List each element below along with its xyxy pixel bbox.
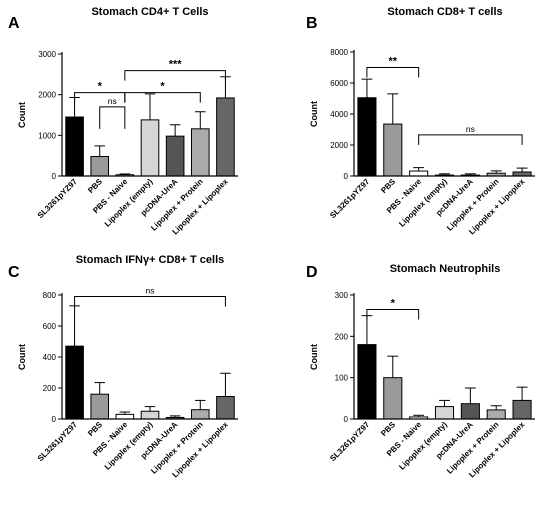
bar-1: [65, 116, 84, 177]
bar-3: [115, 413, 135, 420]
y-axis-label: Count: [309, 101, 319, 127]
y-tick-label: 0: [52, 172, 57, 181]
significance-label: ns: [466, 124, 475, 134]
significance-bracket: [418, 134, 523, 145]
significance-bracket: [124, 70, 226, 81]
y-tick-label: 0: [344, 172, 349, 181]
y-tick-label: 200: [335, 332, 349, 341]
bar-6: [486, 409, 506, 420]
y-tick-label: 1000: [38, 131, 56, 140]
bar-1: [357, 344, 377, 420]
bar-4: [434, 406, 455, 420]
x-category-label: PBS: [86, 420, 104, 438]
bar-7: [216, 97, 235, 177]
y-tick-label: 2000: [38, 91, 56, 100]
y-tick-label: 600: [43, 322, 57, 331]
x-category-label: SL3261pYZ97: [328, 420, 372, 464]
bar-6: [190, 409, 210, 420]
chart-panel-b: B Stomach CD8+ T cells 0 2000 4000 6000 8000 Co…: [306, 6, 535, 236]
bar-2: [90, 155, 110, 177]
y-tick-label: 8000: [330, 48, 348, 57]
bar-7: [216, 396, 235, 420]
significance-label: **: [389, 56, 398, 68]
bar-3: [409, 170, 429, 177]
significance-bracket: [99, 106, 126, 129]
bar-1: [65, 345, 84, 420]
y-tick-label: 4000: [330, 110, 348, 119]
x-category-label: SL3261pYZ97: [36, 177, 80, 221]
y-tick-label: 0: [52, 415, 57, 424]
bar-6: [190, 128, 210, 177]
y-tick-label: 3000: [38, 50, 56, 59]
y-tick-label: 6000: [330, 79, 348, 88]
significance-label: *: [391, 297, 396, 309]
bar-4: [140, 410, 160, 420]
panel-letter: C: [8, 264, 20, 281]
x-category-label: PBS: [379, 420, 397, 438]
panel-letter: A: [8, 15, 20, 32]
y-axis-label: Count: [309, 344, 319, 370]
significance-label: ns: [146, 286, 155, 296]
x-category-label: SL3261pYZ97: [328, 177, 372, 221]
y-tick-label: 400: [43, 353, 57, 362]
y-tick-label: 300: [335, 291, 349, 300]
significance-label: *: [160, 81, 165, 93]
y-axis-label: Count: [17, 102, 27, 128]
chart-title: Stomach Neutrophils: [390, 263, 501, 275]
panel-letter: D: [306, 264, 318, 281]
y-tick-label: 200: [43, 384, 57, 393]
chart-title: Stomach IFNγ+ CD8+ T cells: [76, 254, 225, 266]
chart-panel-a: A Stomach CD4+ T Cells 0 1000 2000 3000 Count S…: [8, 6, 238, 236]
bar-5: [460, 403, 480, 420]
significance-label: ***: [169, 59, 183, 71]
significance-bracket: [124, 92, 201, 103]
y-tick-label: 0: [344, 415, 349, 424]
significance-bracket: [74, 92, 126, 103]
chart-title: Stomach CD4+ T Cells: [91, 6, 208, 18]
x-category-label: PBS: [86, 177, 104, 195]
significance-label: *: [98, 81, 103, 93]
chart-panel-c: C Stomach IFNγ+ CD8+ T cells 0 200 400 600 800…: [8, 254, 238, 479]
bar-2: [90, 393, 110, 420]
bar-7: [512, 399, 532, 420]
x-category-label: PBS: [379, 177, 397, 195]
x-category-label: SL3261pYZ97: [36, 420, 80, 464]
y-tick-label: 2000: [330, 141, 348, 150]
significance-bracket: [366, 308, 420, 320]
chart-panel-d: D Stomach Neutrophils 0 100 200 300 Count SL326…: [306, 263, 535, 479]
y-axis-label: Count: [17, 344, 27, 370]
bar-2: [383, 377, 403, 420]
significance-label: ns: [108, 96, 117, 106]
bar-2: [383, 123, 403, 177]
chart-title: Stomach CD8+ T cells: [387, 6, 502, 18]
significance-bracket: [366, 67, 420, 78]
bar-5: [165, 135, 185, 177]
y-tick-label: 800: [43, 291, 57, 300]
panel-letter: B: [306, 15, 318, 32]
bar-7: [512, 171, 532, 177]
significance-bracket: [74, 296, 226, 307]
y-tick-label: 100: [335, 374, 349, 383]
bar-4: [140, 119, 160, 177]
bar-1: [357, 97, 377, 177]
